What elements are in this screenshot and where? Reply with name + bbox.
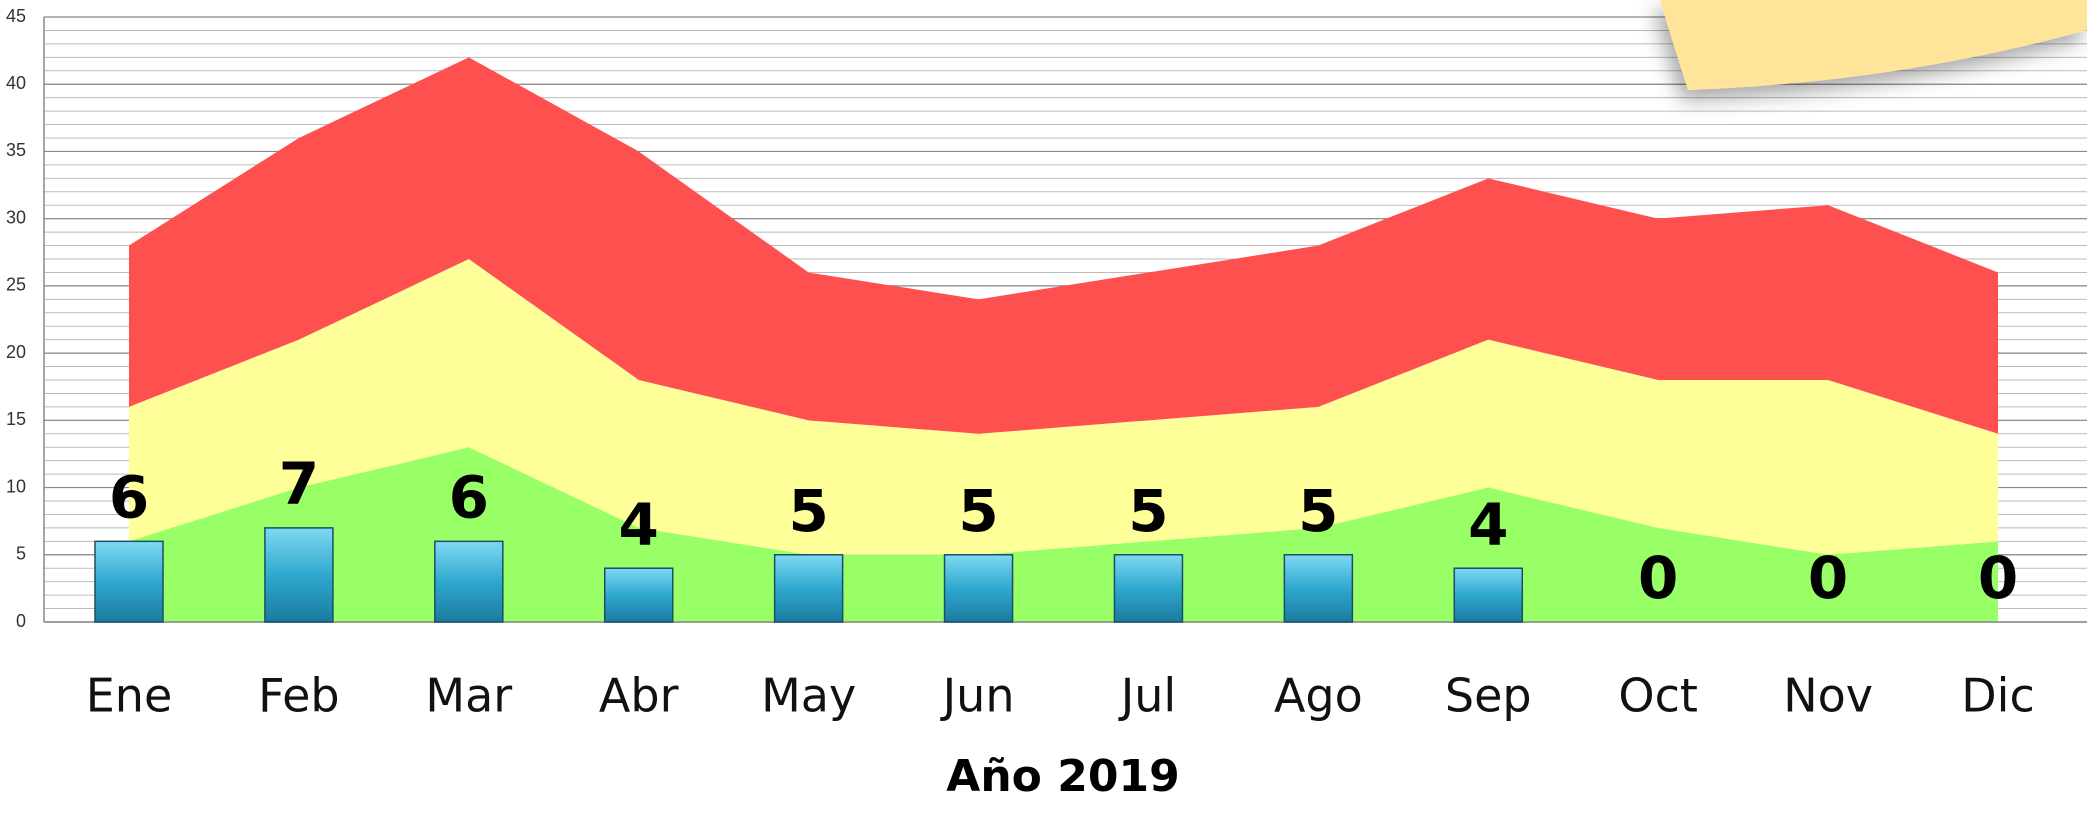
y-tick-label: 35	[6, 140, 26, 160]
x-tick-label: Jul	[1118, 669, 1177, 723]
y-tick-label: 25	[6, 275, 26, 295]
x-tick-label: Dic	[1961, 669, 2035, 723]
x-tick-label: Sep	[1445, 669, 1532, 723]
x-tick-label: Nov	[1783, 669, 1873, 723]
y-tick-label: 10	[6, 476, 26, 496]
bar	[775, 555, 843, 622]
x-tick-label: Jun	[940, 669, 1015, 723]
x-tick-label: Feb	[258, 669, 339, 723]
bar	[1114, 555, 1182, 622]
value-label: 6	[109, 463, 149, 531]
value-label: 5	[788, 477, 828, 545]
y-tick-label: 15	[6, 409, 26, 429]
value-label: 5	[1128, 477, 1168, 545]
value-label: 5	[1298, 477, 1338, 545]
bar	[265, 528, 333, 622]
y-tick-label: 45	[6, 6, 26, 26]
y-tick-label: 30	[6, 207, 26, 227]
bar	[605, 568, 673, 622]
x-tick-label: May	[761, 669, 856, 723]
chart: 051015202530354045 6Ene7Feb6Mar4Abr5May5…	[0, 0, 2087, 814]
value-label: 0	[1978, 544, 2018, 612]
y-tick-label: 40	[6, 73, 26, 93]
value-label: 5	[958, 477, 998, 545]
x-axis-title: Año 2019	[946, 751, 1179, 802]
value-label: 7	[279, 450, 319, 518]
bar	[1284, 555, 1352, 622]
value-label: 6	[449, 463, 489, 531]
value-label: 0	[1808, 544, 1848, 612]
bar	[1454, 568, 1522, 622]
x-tick-label: Mar	[425, 669, 512, 723]
areas	[44, 57, 2087, 622]
bar	[945, 555, 1013, 622]
value-label: 0	[1638, 544, 1678, 612]
x-tick-label: Abr	[599, 669, 679, 723]
value-label: 4	[619, 490, 659, 558]
y-tick-label: 20	[6, 342, 26, 362]
y-tick-label: 0	[16, 611, 26, 631]
x-tick-label: Ago	[1274, 669, 1363, 723]
bar	[95, 541, 163, 622]
x-tick-label: Ene	[86, 669, 173, 723]
bar	[435, 541, 503, 622]
sticky-note	[1660, 0, 2087, 90]
value-label: 4	[1468, 490, 1508, 558]
x-tick-label: Oct	[1618, 669, 1698, 723]
y-tick-label: 5	[16, 544, 26, 564]
